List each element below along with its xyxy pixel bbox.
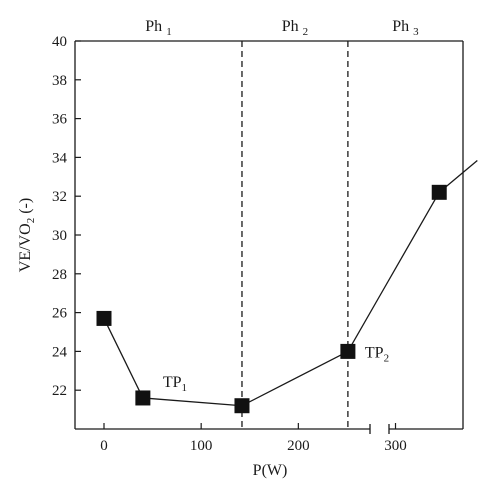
x-tick-label: 300 — [384, 438, 407, 454]
phase-label: Ph 3 — [392, 18, 419, 38]
series-segment — [103, 318, 144, 399]
y-tick-label: 34 — [52, 150, 68, 166]
x-tick-label: 200 — [287, 438, 310, 454]
y-tick-label: 24 — [52, 344, 68, 360]
phase-label: Ph 2 — [282, 18, 308, 38]
data-point — [431, 184, 447, 200]
series-segment — [241, 350, 349, 407]
y-tick-label: 30 — [52, 228, 67, 244]
y-tick-label: 22 — [52, 383, 67, 399]
annotation-label: TP1 — [163, 374, 187, 394]
data-point — [96, 310, 112, 326]
x-tick-label: 0 — [100, 438, 108, 454]
y-tick-label: 36 — [52, 112, 68, 128]
x-tick-label: 100 — [190, 438, 213, 454]
data-point — [234, 398, 250, 414]
y-tick-label: 40 — [52, 34, 67, 50]
data-point — [340, 343, 356, 359]
y-tick-label: 32 — [52, 189, 67, 205]
x-axis-title: P(W) — [253, 462, 288, 479]
y-tick-label: 26 — [52, 306, 68, 322]
y-tick-label: 38 — [52, 73, 67, 89]
y-tick-label: 28 — [52, 267, 67, 283]
series-segment — [142, 397, 243, 407]
annotation-label: TP2 — [365, 344, 389, 364]
data-point — [135, 390, 151, 406]
y-axis-title: VE/VO2 (-) — [17, 198, 37, 272]
series-segment — [347, 191, 440, 352]
phase-label: Ph 1 — [145, 18, 171, 38]
